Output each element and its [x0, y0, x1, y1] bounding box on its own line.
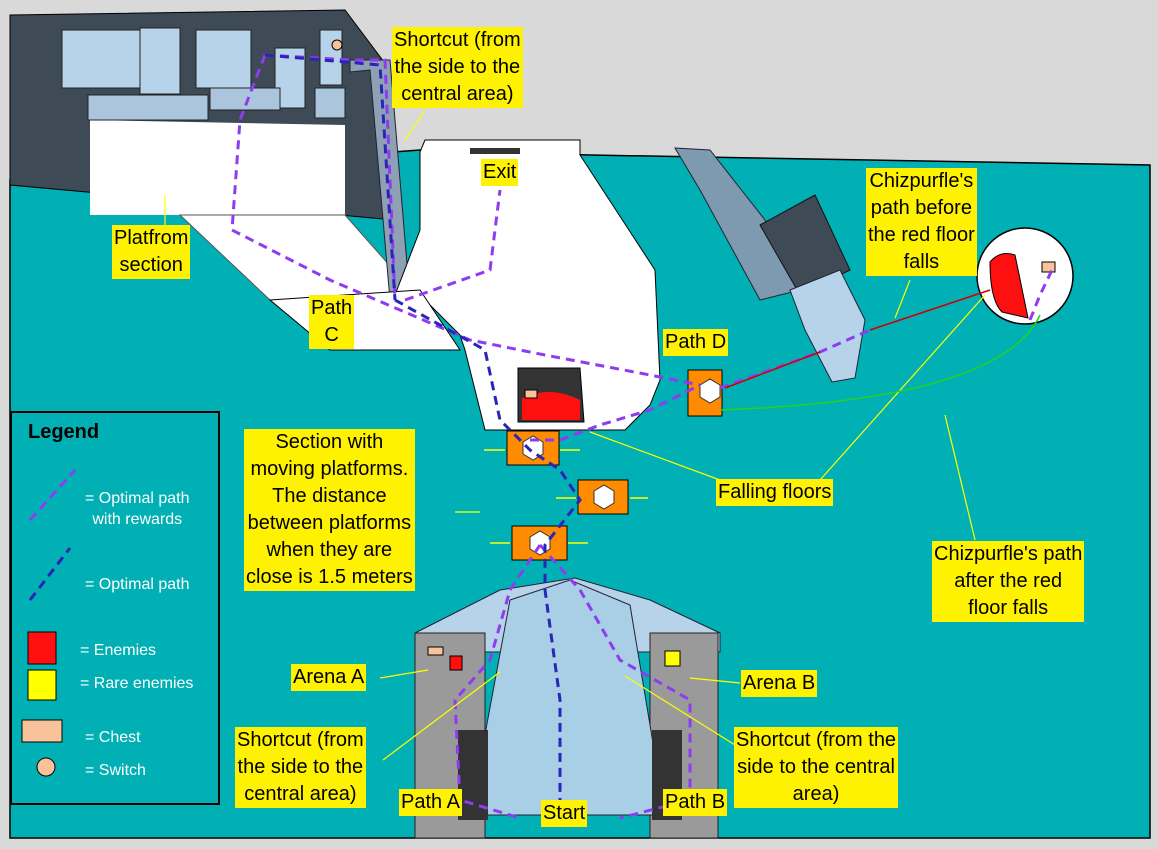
- label-falling-floors: Falling floors: [716, 479, 834, 506]
- legend: Legend: [10, 411, 220, 805]
- legend-item: = Chest: [85, 729, 141, 746]
- legend-item: = Optimal path: [85, 576, 190, 593]
- platform-block: [195, 29, 252, 89]
- moving-platform: [511, 525, 568, 561]
- legend-icons: [21, 468, 77, 777]
- right-block: [759, 194, 851, 296]
- platform-block: [314, 87, 346, 119]
- switch-icon: [331, 39, 343, 51]
- platform-block: [209, 87, 281, 111]
- label-chizpurfle-after: Chizpurfle's path after the red floor fall…: [932, 541, 1085, 622]
- platform-block: [139, 27, 181, 95]
- chest-icon: [427, 646, 444, 656]
- optimal-path: [264, 53, 582, 820]
- platform-block: [87, 94, 209, 121]
- chest-icon: [1041, 261, 1056, 273]
- movement-arrows: [484, 449, 648, 544]
- platform-section-floor: [90, 120, 345, 215]
- green-path-arrow: [719, 314, 1041, 411]
- label-moving-platforms: Section with moving platforms. The distanc…: [244, 429, 415, 591]
- enemy-icon: [449, 655, 463, 671]
- label-platform-section: Platfrom section: [112, 225, 191, 279]
- chest-icon: [524, 389, 538, 399]
- red-square-icon: [27, 631, 57, 665]
- label-shortcut-right: Shortcut (from the side to the central are…: [734, 727, 899, 808]
- red-path-arrows: [724, 289, 991, 389]
- label-path-d: Path D: [663, 329, 729, 356]
- label-arena-b: Arena B: [741, 670, 818, 697]
- moving-platform: [577, 479, 629, 515]
- dashed-blue-line-icon: [28, 547, 72, 601]
- label-shortcut-top: Shortcut (from the side to the central are…: [392, 27, 523, 108]
- red-floor: [989, 253, 1029, 319]
- label-path-b: Path B: [663, 789, 728, 816]
- label-arena-a: Arena A: [291, 664, 367, 691]
- exit-gate: [470, 148, 520, 154]
- legend-title: Legend: [28, 421, 100, 443]
- switch-icon: [36, 757, 56, 777]
- dashed-purple-line-icon: [28, 468, 77, 522]
- label-exit: Exit: [481, 159, 519, 186]
- chest-icon: [21, 719, 63, 743]
- legend-item: = Enemies: [80, 642, 157, 659]
- rare-enemy-icon: [664, 650, 681, 667]
- legend-item: = Switch: [85, 762, 146, 779]
- legend-item: = Rare enemies: [80, 675, 194, 692]
- label-path-a: Path A: [399, 789, 462, 816]
- yellow-square-icon: [27, 669, 57, 701]
- platform-block: [61, 29, 143, 89]
- right-pillar: [789, 269, 866, 383]
- label-pointers: [164, 109, 986, 761]
- label-path-c: Path C: [309, 295, 355, 349]
- label-start: Start: [541, 800, 588, 827]
- legend-item: = Optimal path with rewards: [85, 490, 190, 528]
- label-shortcut-left: Shortcut (from the side to the central are…: [235, 727, 366, 808]
- label-chizpurfle-before: Chizpurfle's path before the red floor fall…: [866, 168, 977, 276]
